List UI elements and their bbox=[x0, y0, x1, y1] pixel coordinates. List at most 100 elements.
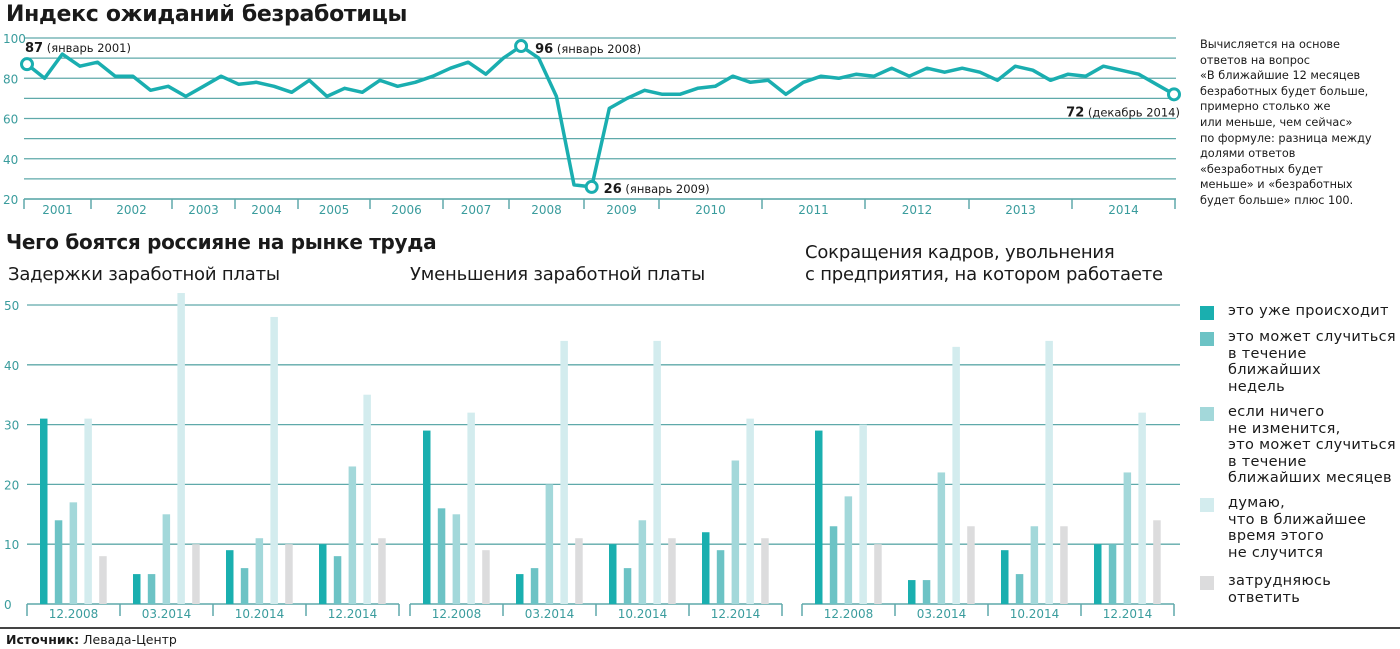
category-label: 12.2008 bbox=[824, 607, 874, 621]
annotation-label: 87 (январь 2001) bbox=[25, 41, 131, 56]
panel-title-wage-cuts: Уменьшения заработной платы bbox=[410, 264, 706, 285]
panel-title-layoffs: Сокращения кадров, увольнения с предприя… bbox=[805, 242, 1163, 285]
legend-swatch bbox=[1200, 306, 1214, 320]
annotation-date: (январь 2009) bbox=[622, 182, 710, 196]
annotation-marker bbox=[514, 39, 529, 54]
legend-label: думаю, что в ближайшее время этого не сл… bbox=[1228, 495, 1367, 561]
category-label: 03.2014 bbox=[917, 607, 967, 621]
y-tick-label: 40 bbox=[3, 153, 18, 167]
category-label: 12.2008 bbox=[432, 607, 482, 621]
annotation-label: 72 (декабрь 2014) bbox=[1066, 105, 1180, 120]
legend-item-already-happening: это уже происходит bbox=[1200, 303, 1389, 320]
bar bbox=[952, 346, 960, 604]
bar bbox=[133, 574, 141, 604]
bar bbox=[99, 556, 107, 604]
bar bbox=[829, 526, 838, 604]
bar bbox=[192, 544, 200, 604]
bar bbox=[255, 538, 264, 604]
bar bbox=[609, 544, 617, 604]
annotation-marker bbox=[584, 179, 599, 194]
legend-item-hard-to-say: затрудняюсь ответить bbox=[1200, 573, 1331, 606]
year-label: 2001 bbox=[42, 203, 73, 217]
bar bbox=[731, 460, 740, 604]
bar bbox=[545, 484, 554, 604]
bar bbox=[1001, 550, 1009, 604]
bar bbox=[623, 568, 632, 604]
year-label: 2002 bbox=[116, 203, 147, 217]
year-label: 2012 bbox=[902, 203, 933, 217]
bar bbox=[1094, 544, 1102, 604]
bar bbox=[452, 514, 461, 604]
bar bbox=[575, 538, 583, 604]
annotation-date: (декабрь 2014) bbox=[1084, 105, 1180, 119]
annotation-label: 26 (январь 2009) bbox=[604, 182, 710, 197]
panel-title-wage-delays: Задержки заработной платы bbox=[8, 264, 280, 285]
bar bbox=[1153, 520, 1161, 604]
legend-item-will-not-happen: думаю, что в ближайшее время этого не сл… bbox=[1200, 495, 1366, 561]
bar bbox=[638, 520, 647, 604]
bar bbox=[653, 340, 661, 604]
bar bbox=[162, 514, 171, 604]
category-label: 12.2014 bbox=[1103, 607, 1153, 621]
bar bbox=[859, 424, 867, 604]
annotation-marker bbox=[20, 57, 34, 72]
bar bbox=[40, 418, 48, 604]
bar bbox=[84, 418, 92, 604]
bar bbox=[270, 316, 278, 604]
annotation-value: 87 bbox=[25, 41, 43, 56]
bar bbox=[54, 520, 63, 604]
bar bbox=[716, 550, 725, 604]
annotation-label: 96 (январь 2008) bbox=[535, 42, 641, 57]
annotation-value: 72 bbox=[1066, 105, 1084, 120]
y-tick-label: 30 bbox=[4, 419, 19, 433]
legend-swatch bbox=[1200, 407, 1214, 421]
bar bbox=[761, 538, 769, 604]
bar bbox=[516, 574, 524, 604]
unemployment-index-line-chart: 20 40 60 80 100 2001 2002 2003 2004 2005 2006 2007 2… bbox=[3, 32, 1181, 217]
bar bbox=[363, 394, 371, 604]
bar-panel-1: 12.2008 03.2014 10.2014 12.2014 bbox=[26, 293, 400, 621]
y-tick-label: 20 bbox=[3, 193, 18, 207]
bar bbox=[348, 466, 357, 604]
section-title: Чего боятся россияне на рынке труда bbox=[6, 230, 437, 254]
bar bbox=[815, 430, 823, 604]
bar bbox=[1045, 340, 1053, 604]
bar bbox=[437, 508, 446, 604]
bar bbox=[908, 580, 916, 604]
bar-panel-3: 12.2008 03.2014 10.2014 12.2014 bbox=[801, 340, 1175, 621]
bar bbox=[937, 472, 946, 604]
bar bbox=[702, 532, 710, 604]
legend-swatch bbox=[1200, 576, 1214, 590]
source-label: Источник: bbox=[6, 632, 80, 647]
bar bbox=[467, 412, 475, 604]
bar bbox=[1030, 526, 1039, 604]
bar bbox=[482, 550, 490, 604]
bar bbox=[922, 580, 931, 604]
year-label: 2007 bbox=[461, 203, 492, 217]
methodology-note: Вычисляется на основе ответов на вопрос … bbox=[1200, 38, 1372, 207]
legend-label: если ничего не изменится, это может случ… bbox=[1228, 404, 1396, 486]
year-label: 2010 bbox=[695, 203, 726, 217]
y-tick-label: 80 bbox=[3, 72, 18, 86]
annotation-value: 96 bbox=[535, 42, 553, 57]
bar bbox=[967, 526, 975, 604]
bar bbox=[1015, 574, 1024, 604]
bar bbox=[423, 430, 431, 604]
legend-item-within-months: если ничего не изменится, это может случ… bbox=[1200, 404, 1396, 487]
legend-label: это может случиться в течение ближайших … bbox=[1228, 329, 1396, 395]
bar bbox=[177, 293, 185, 604]
source-footer: Источник: Левада-Центр bbox=[6, 632, 177, 647]
category-label: 12.2014 bbox=[711, 607, 761, 621]
y-tick-label: 0 bbox=[4, 598, 12, 612]
year-label: 2005 bbox=[319, 203, 350, 217]
bar bbox=[147, 574, 156, 604]
annotation-date: (январь 2001) bbox=[43, 41, 131, 55]
y-tick-label: 40 bbox=[4, 359, 19, 373]
annotation-marker bbox=[1167, 87, 1181, 102]
y-tick-label: 10 bbox=[4, 538, 19, 552]
source-name: Левада-Центр bbox=[83, 632, 177, 647]
year-label: 2004 bbox=[251, 203, 282, 217]
bar bbox=[746, 418, 754, 604]
bar bbox=[1123, 472, 1132, 604]
